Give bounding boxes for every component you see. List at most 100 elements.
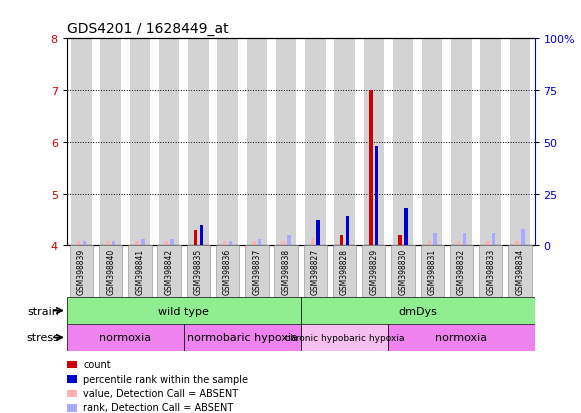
Bar	[375, 147, 378, 246]
Bar	[508, 246, 532, 297]
Bar	[67, 389, 77, 397]
Bar	[304, 246, 327, 297]
Bar	[393, 39, 413, 246]
Bar	[199, 225, 203, 246]
Bar	[252, 242, 256, 246]
Bar	[388, 324, 535, 351]
Bar	[71, 39, 92, 246]
Bar	[346, 217, 349, 246]
Text: normoxia: normoxia	[435, 332, 487, 343]
Bar	[311, 238, 314, 246]
Bar	[99, 246, 123, 297]
Bar	[112, 242, 116, 246]
Bar	[159, 39, 180, 246]
Text: GSM398841: GSM398841	[135, 248, 145, 294]
Text: dmDys: dmDys	[398, 306, 437, 316]
Text: GSM398839: GSM398839	[77, 248, 86, 294]
Bar	[492, 233, 496, 246]
Text: GSM398828: GSM398828	[340, 248, 349, 294]
Bar	[276, 39, 296, 246]
Text: GSM398835: GSM398835	[194, 248, 203, 294]
Text: percentile rank within the sample: percentile rank within the sample	[83, 374, 248, 384]
Bar	[301, 324, 388, 351]
Text: GSM398834: GSM398834	[515, 248, 525, 294]
Bar	[67, 297, 301, 324]
Bar	[164, 242, 168, 246]
Bar	[193, 230, 197, 246]
Text: GDS4201 / 1628449_at: GDS4201 / 1628449_at	[67, 21, 228, 36]
Text: normobaric hypoxia: normobaric hypoxia	[187, 332, 297, 343]
Text: GSM398833: GSM398833	[486, 248, 495, 294]
Text: GSM398840: GSM398840	[106, 248, 115, 294]
Text: GSM398827: GSM398827	[311, 248, 320, 294]
Bar	[404, 209, 408, 246]
Bar	[479, 246, 503, 297]
Bar	[457, 242, 460, 246]
Bar	[67, 361, 77, 368]
Bar	[399, 235, 402, 246]
Bar	[245, 246, 268, 297]
Bar	[106, 242, 109, 246]
Bar	[287, 235, 290, 246]
Bar	[157, 246, 181, 297]
Bar	[229, 242, 232, 246]
Bar	[77, 242, 80, 246]
Bar	[305, 39, 325, 246]
Bar	[67, 404, 77, 411]
Bar	[480, 39, 501, 246]
Bar	[340, 235, 343, 246]
Bar	[391, 246, 415, 297]
Text: normoxia: normoxia	[99, 332, 151, 343]
Bar	[70, 246, 93, 297]
Bar	[421, 246, 444, 297]
Bar	[521, 229, 525, 246]
Text: count: count	[83, 359, 111, 369]
Bar	[141, 240, 145, 246]
Bar	[258, 240, 261, 246]
Bar	[317, 221, 320, 246]
Bar	[170, 240, 174, 246]
Bar	[486, 242, 490, 246]
Bar	[67, 375, 77, 382]
Text: GSM398831: GSM398831	[428, 248, 437, 294]
Bar	[246, 39, 267, 246]
Bar	[428, 242, 431, 246]
Bar	[364, 39, 384, 246]
Text: GSM398836: GSM398836	[223, 248, 232, 294]
Bar	[187, 246, 210, 297]
Text: GSM398829: GSM398829	[370, 248, 378, 294]
Bar	[188, 39, 209, 246]
Bar	[281, 242, 285, 246]
Text: GSM398842: GSM398842	[164, 248, 174, 294]
Text: rank, Detection Call = ABSENT: rank, Detection Call = ABSENT	[83, 403, 234, 413]
Bar	[223, 242, 227, 246]
Text: GSM398830: GSM398830	[399, 248, 407, 294]
Bar	[217, 39, 238, 246]
Text: GSM398837: GSM398837	[252, 248, 261, 294]
Bar	[83, 242, 86, 246]
Text: value, Detection Call = ABSENT: value, Detection Call = ABSENT	[83, 388, 238, 398]
Bar	[362, 246, 385, 297]
Bar	[451, 39, 472, 246]
Bar	[333, 246, 356, 297]
Text: GSM398832: GSM398832	[457, 248, 466, 294]
Text: strain: strain	[27, 306, 59, 316]
Bar	[450, 246, 473, 297]
Text: chronic hypobaric hypoxia: chronic hypobaric hypoxia	[285, 333, 404, 342]
Text: wild type: wild type	[158, 306, 209, 316]
Bar	[274, 246, 297, 297]
Bar	[101, 39, 121, 246]
Text: GSM398838: GSM398838	[282, 248, 290, 294]
Bar	[67, 324, 184, 351]
Bar	[334, 39, 355, 246]
Bar	[433, 233, 437, 246]
Bar	[422, 39, 443, 246]
Text: stress: stress	[26, 332, 59, 343]
Bar	[369, 91, 372, 246]
Bar	[130, 39, 150, 246]
Bar	[135, 242, 139, 246]
Bar	[184, 324, 301, 351]
Bar	[216, 246, 239, 297]
Bar	[510, 39, 530, 246]
Bar	[301, 297, 535, 324]
